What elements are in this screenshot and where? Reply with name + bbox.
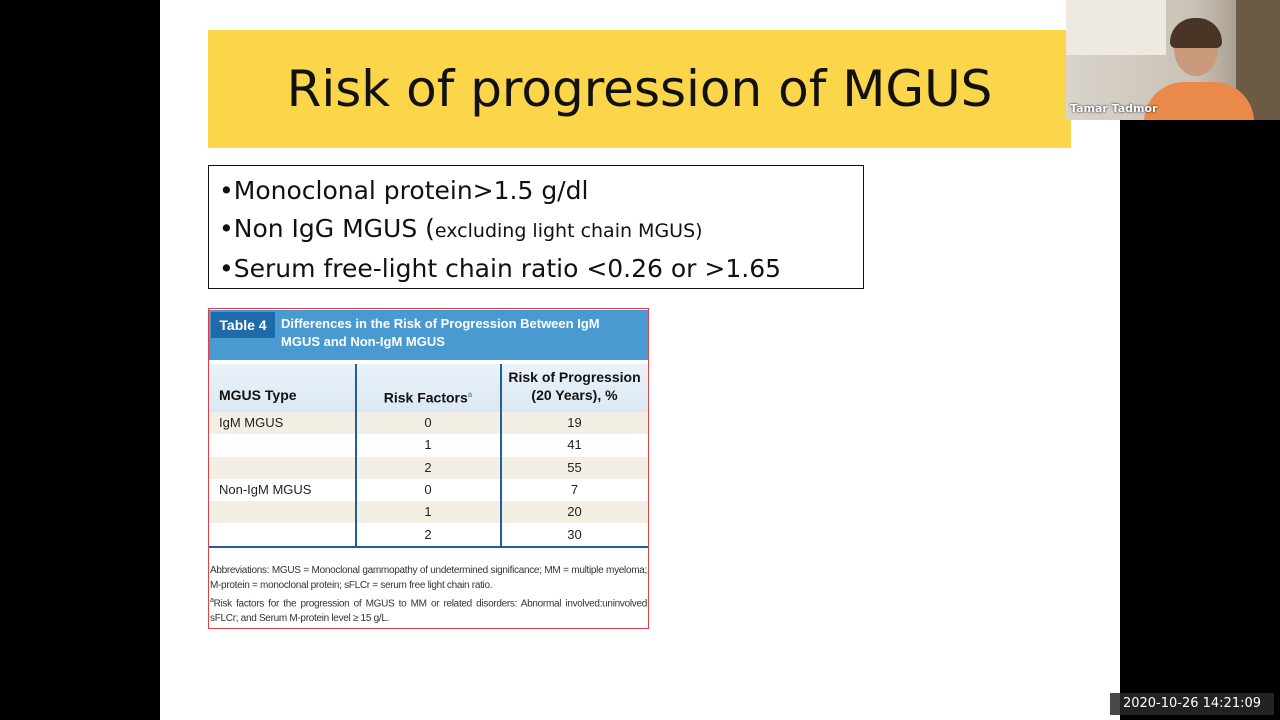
footnote-text: Risk factors for the progression of MGUS… — [210, 598, 647, 625]
webcam-thumbnail[interactable]: Tamar Tadmor — [1066, 0, 1280, 120]
table-cell: 1 — [424, 504, 432, 520]
table-cell: 30 — [567, 526, 582, 542]
bullet: •Serum free-light chain ratio <0.26 or >… — [219, 250, 853, 288]
table-cell: 1 — [424, 437, 432, 453]
table-label: Table 4 — [211, 312, 275, 338]
column-header: Risk Factorsa — [355, 386, 501, 407]
column-header: MGUS Type — [219, 386, 355, 404]
bullet-text: •Non IgG MGUS ( — [219, 214, 435, 243]
bullet-box: •Monoclonal protein>1.5 g/dl •Non IgG MGU… — [208, 165, 864, 289]
column-header-row: MGUS Type Risk Factorsa Risk of Progressio… — [209, 364, 648, 412]
bullet: •Monoclonal protein>1.5 g/dl — [219, 172, 853, 210]
table-header-bar: Table 4 Differences in the Risk of Progr… — [209, 310, 648, 360]
bullet: •Non IgG MGUS (excluding light chain MGU… — [219, 210, 853, 250]
column-header: Risk of Progression (20 Years), % — [501, 368, 648, 404]
bullet-text: excluding light chain MGUS) — [434, 220, 703, 242]
table-cell: 55 — [567, 459, 582, 475]
table-row — [209, 434, 648, 457]
table-row — [209, 523, 648, 546]
table-cell: 2 — [424, 459, 432, 475]
footnote: aRisk factors for the progression of MGU… — [210, 593, 647, 626]
table-cell: 7 — [570, 481, 579, 497]
table-row — [209, 456, 648, 479]
column-header-text: Risk of Progression (20 Years), % — [508, 369, 641, 403]
column-divider — [500, 364, 502, 546]
footnote: Abbreviations: MGUS = Monoclonal gammopa… — [210, 563, 647, 593]
column-header-text: MGUS Type — [219, 387, 297, 403]
table-image: Table 4 Differences in the Risk of Progr… — [208, 308, 649, 629]
participant-name: Tamar Tadmor — [1070, 102, 1158, 115]
table-cell: 20 — [567, 504, 582, 520]
footnotes: Abbreviations: MGUS = Monoclonal gammopa… — [210, 563, 647, 626]
column-note: a — [467, 390, 473, 399]
hair — [1170, 18, 1222, 48]
table-row — [209, 478, 648, 502]
table-cell: 0 — [424, 481, 432, 497]
table-cell: 0 — [424, 415, 432, 430]
table-bottom-rule — [209, 545, 648, 548]
table-caption: Differences in the Risk of Progression B… — [281, 316, 600, 349]
table-cell: 41 — [567, 437, 582, 453]
table-row — [209, 412, 648, 435]
column-divider — [355, 364, 357, 546]
column-header-text: Risk Factors — [383, 389, 468, 406]
slide-title: Risk of progression of MGUS — [208, 30, 1071, 148]
table-cell: Non-IgM MGUS — [219, 481, 312, 497]
shirt — [1144, 82, 1254, 120]
background-wall — [1066, 0, 1166, 55]
table-cell: 19 — [567, 415, 582, 430]
footnote-text: Abbreviations: MGUS = Monoclonal gammopa… — [210, 564, 647, 591]
table-row — [209, 501, 648, 524]
table-cell: IgM MGUS — [219, 415, 284, 430]
table-cell: 2 — [424, 526, 432, 542]
bullet-text: •Serum free-light chain ratio <0.26 or >… — [219, 254, 782, 283]
bullet-text: •Monoclonal protein>1.5 g/dl — [219, 176, 589, 205]
timestamp: 2020-10-26 14:21:09 — [1110, 693, 1274, 715]
footnote-marker: a — [210, 596, 214, 604]
